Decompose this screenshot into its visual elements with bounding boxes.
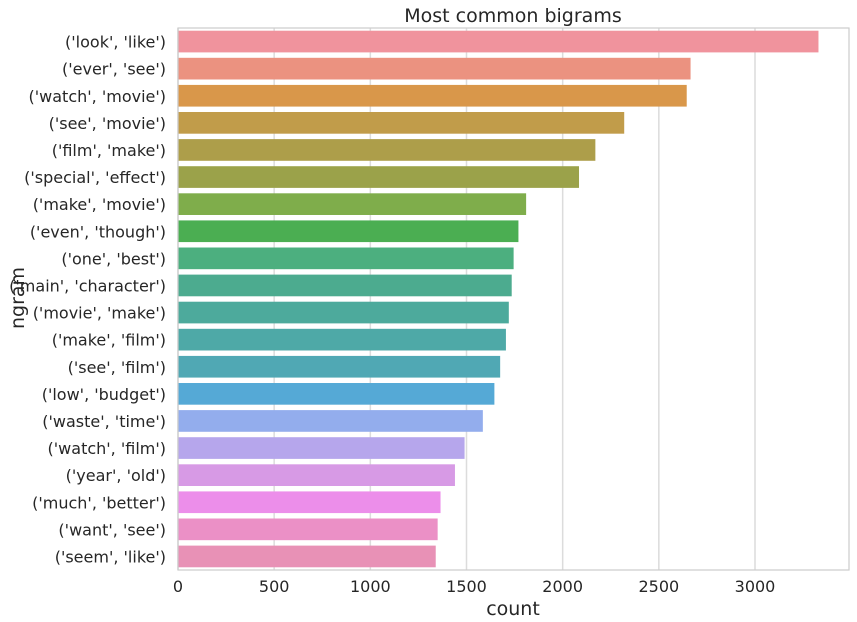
bar <box>178 274 512 297</box>
bar <box>178 30 819 53</box>
y-tick-label: ('even', 'though') <box>30 222 166 241</box>
bar <box>178 84 687 107</box>
bar <box>178 247 514 270</box>
y-tick-label: ('film', 'make') <box>52 141 166 160</box>
y-tick-label: ('look', 'like') <box>65 33 166 52</box>
bar <box>178 545 436 568</box>
bar <box>178 193 527 215</box>
bar <box>178 57 691 80</box>
x-tick-label: 500 <box>259 577 290 596</box>
y-tick-label: ('see', 'movie') <box>49 114 166 133</box>
grid-lines <box>177 28 756 570</box>
chart-title: Most common bigrams <box>404 5 621 27</box>
plot-frame <box>177 27 850 571</box>
bar <box>178 301 509 324</box>
y-tick-label: ('special', 'effect') <box>24 168 166 187</box>
bar <box>178 437 465 459</box>
bar <box>178 491 441 514</box>
y-axis-label: ngram <box>7 267 29 329</box>
y-tick-label: ('year', 'old') <box>66 466 166 485</box>
y-tick-label: ('watch', 'film') <box>48 439 166 458</box>
y-tick-label: ('ever', 'see') <box>62 60 166 79</box>
y-tick-label: ('make', 'film') <box>52 331 166 350</box>
bar <box>178 518 438 541</box>
y-tick-label: ('much', 'better') <box>32 493 166 512</box>
y-tick-label: ('waste', 'time') <box>42 412 166 431</box>
y-tick-label: ('make', 'movie') <box>33 195 166 214</box>
x-tick-label: 0 <box>173 577 183 596</box>
y-tick-label: ('low', 'budget') <box>42 385 166 404</box>
y-tick-labels: ('look', 'like') ('ever', 'see') ('watch',… <box>9 33 166 567</box>
bar <box>178 112 625 134</box>
x-axis-label: count <box>486 598 540 620</box>
y-tick-label: ('seem', 'like') <box>55 547 166 566</box>
bar <box>178 464 455 486</box>
bar <box>178 328 506 351</box>
x-tick-label: 3000 <box>735 577 776 596</box>
x-tick-labels: 0 500 1000 1500 2000 2500 3000 <box>173 577 775 596</box>
y-tick-label: ('watch', 'movie') <box>29 87 166 106</box>
y-tick-label: ('movie', 'make') <box>33 304 166 323</box>
bar <box>178 166 580 188</box>
x-tick-label: 1000 <box>350 577 391 596</box>
bar <box>178 355 501 378</box>
y-tick-label: ('want', 'see') <box>58 520 166 539</box>
bar <box>178 410 483 432</box>
y-tick-label: ('main', 'character') <box>9 276 166 295</box>
bar <box>178 383 495 405</box>
x-tick-label: 1500 <box>446 577 487 596</box>
bars <box>178 30 819 568</box>
x-tick-label: 2500 <box>638 577 679 596</box>
bar <box>178 139 596 161</box>
y-tick-label: ('see', 'film') <box>68 358 166 377</box>
x-tick-label: 2000 <box>542 577 583 596</box>
bar <box>178 220 519 243</box>
y-tick-label: ('one', 'best') <box>61 249 166 268</box>
